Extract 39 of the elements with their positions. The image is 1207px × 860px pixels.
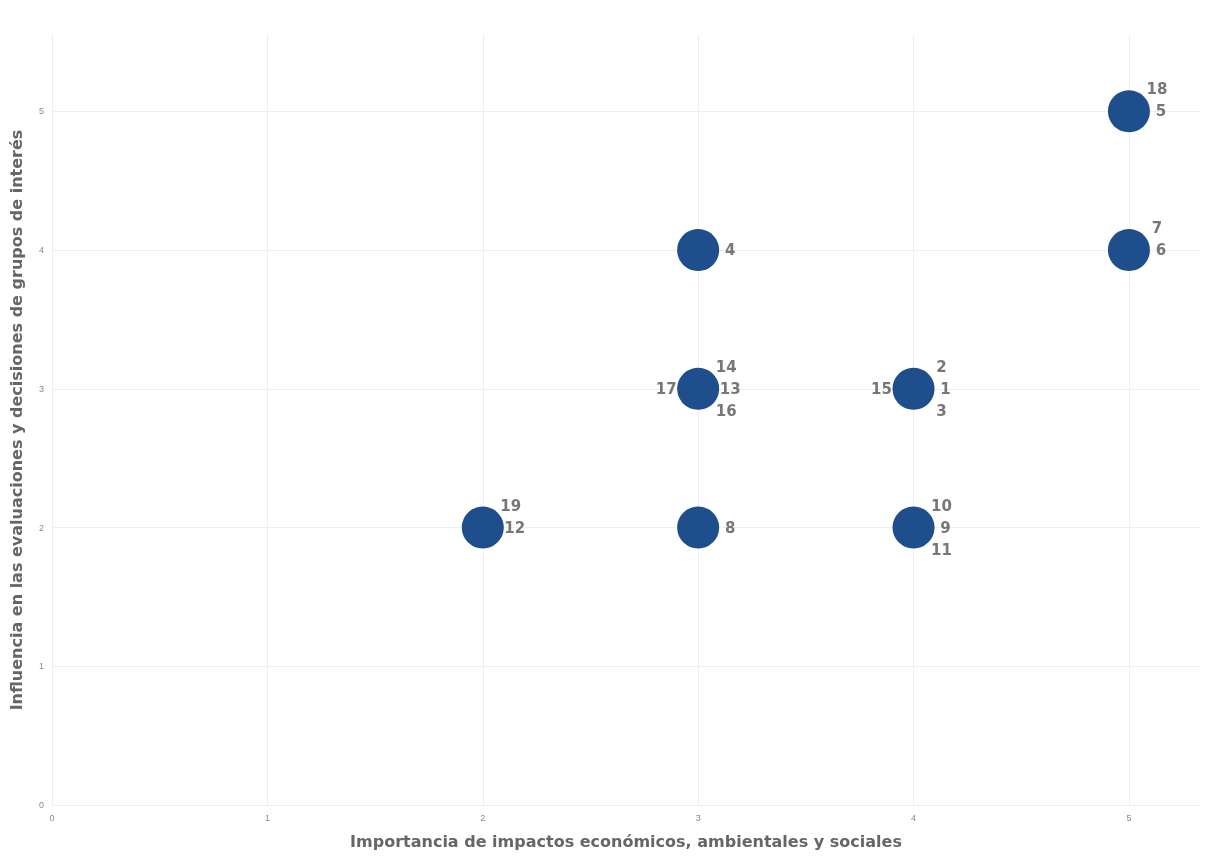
- y-tick-label: 3: [38, 383, 44, 394]
- annotation: 13: [719, 379, 741, 398]
- annotation: 6: [1155, 241, 1167, 260]
- annotation: 10: [931, 496, 952, 515]
- annotation: 8: [724, 518, 736, 537]
- y-tick-label: 4: [38, 245, 44, 256]
- annotation: 7: [1151, 219, 1163, 238]
- annotation: 11: [931, 540, 952, 559]
- x-tick-label: 1: [264, 812, 270, 823]
- x-tick-label: 0: [49, 812, 55, 823]
- point: [461, 506, 504, 549]
- y-tick-label: 5: [38, 106, 44, 117]
- point: [1107, 229, 1150, 272]
- annotation: 2: [936, 357, 947, 376]
- annotation: 3: [936, 401, 947, 420]
- x-tick-label: 5: [1126, 812, 1132, 823]
- point: [677, 506, 720, 549]
- x-tick-label: 4: [911, 812, 917, 823]
- x-tick-label: 2: [480, 812, 486, 823]
- y-axis-title: Influencia en las evaluaciones y decisiones de grupos de interés: [6, 129, 26, 711]
- x-tick-label: 3: [695, 812, 701, 823]
- y-tick-label: 0: [38, 800, 44, 810]
- annotation: 1: [940, 379, 951, 398]
- annotation: 14: [715, 357, 737, 376]
- annotation: 9: [940, 518, 951, 537]
- point: [1107, 90, 1150, 133]
- annotation: 18: [1146, 80, 1168, 99]
- point: [677, 229, 720, 272]
- annotation: 17: [655, 379, 677, 398]
- x-axis-title: Importancia de impactos económicos, ambientales y sociales: [350, 831, 902, 851]
- annotation: 19: [500, 496, 522, 515]
- annotation: 16: [715, 401, 737, 420]
- annotation: 4: [724, 241, 736, 260]
- annotation: 15: [871, 379, 892, 398]
- point: [892, 367, 935, 410]
- annotation: 12: [504, 518, 526, 537]
- y-tick-label: 1: [38, 661, 44, 672]
- annotation: 5: [1155, 102, 1167, 121]
- y-tick-label: 2: [38, 522, 44, 533]
